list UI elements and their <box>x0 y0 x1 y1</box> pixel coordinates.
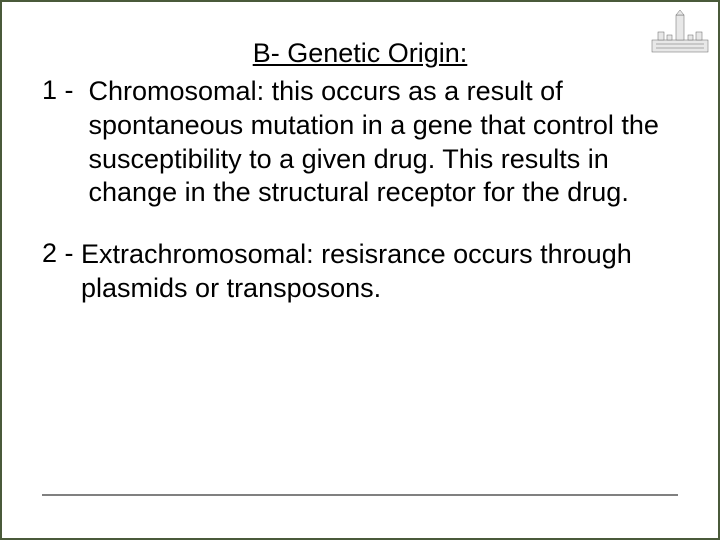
bottom-divider <box>42 494 678 496</box>
item-marker: 1 - <box>42 75 89 106</box>
item-marker: 2 - <box>42 238 81 269</box>
item-body: Chromosomal: this occurs as a result of … <box>89 75 678 210</box>
institution-logo <box>650 10 710 55</box>
slide-container: B- Genetic Origin: 1 - Chromosomal: this… <box>2 2 718 538</box>
list-item: 2 - Extrachromosomal: resisrance occurs … <box>42 238 678 306</box>
section-heading: B- Genetic Origin: <box>42 38 678 69</box>
item-body: Extrachromosomal: resisrance occurs thro… <box>81 238 678 306</box>
crest-icon <box>650 10 710 55</box>
list-item: 1 - Chromosomal: this occurs as a result… <box>42 75 678 210</box>
